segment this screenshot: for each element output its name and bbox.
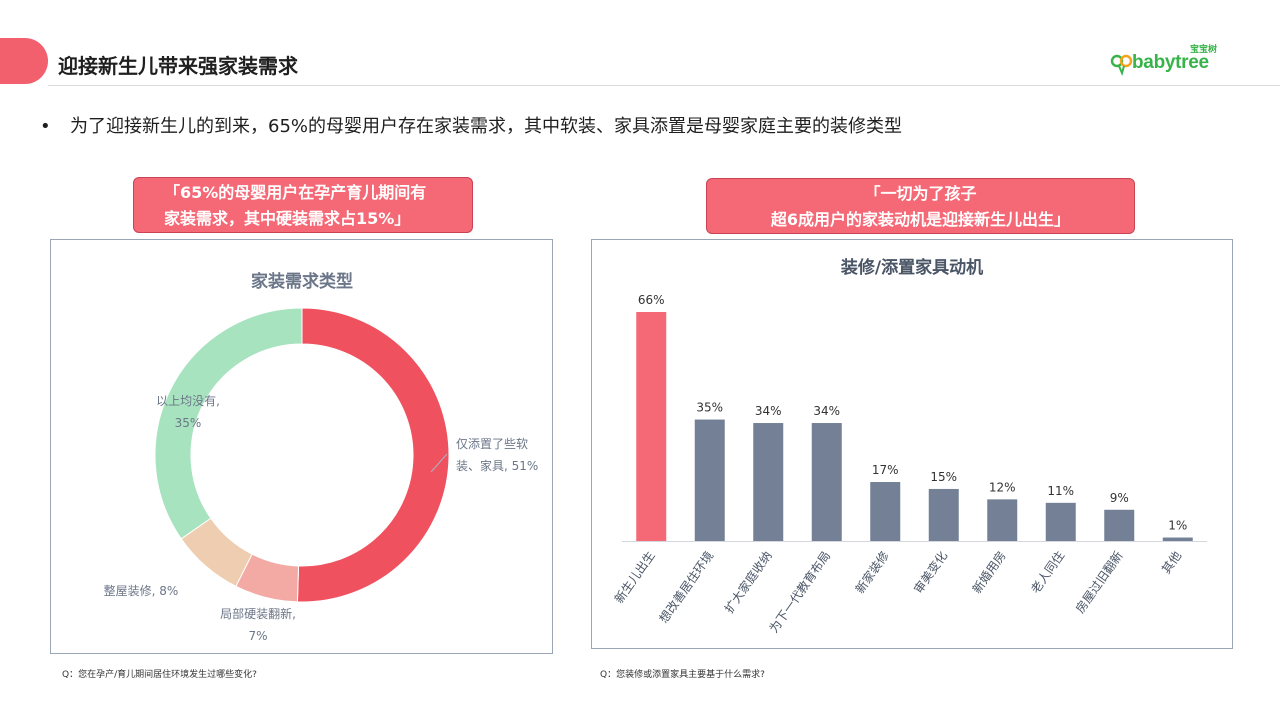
bar-data-label: 34%	[755, 404, 782, 418]
bar-category-label: 新生儿出生	[611, 548, 658, 606]
bar-category-label: 房屋过旧翻新	[1072, 548, 1126, 616]
question-left: Q：您在孕产/育儿期间居住环境发生过哪些变化?	[62, 670, 257, 680]
callout-left-line-1: 「65%的母婴用户在孕产育儿期间有	[164, 183, 427, 202]
bar-data-label: 9%	[1110, 491, 1129, 505]
babytree-logo: babytree 宝宝树	[1110, 45, 1220, 78]
title-divider	[48, 85, 1280, 86]
summary-bullet: • 为了迎接新生儿的到来，65%的母婴用户存在家装需求，其中软装、家具添置是母婴家…	[40, 112, 902, 138]
bar-category-label: 老人同住	[1028, 549, 1067, 596]
bar	[1045, 502, 1076, 541]
callout-right-line-2: 超6成用户的家装动机是迎接新生儿出生」	[770, 210, 1071, 229]
bar-category-label: 为下一代教育布局	[766, 548, 833, 635]
bar-data-label: 34%	[813, 404, 840, 418]
summary-text: 为了迎接新生儿的到来，65%的母婴用户存在家装需求，其中软装、家具添置是母婴家庭…	[70, 116, 903, 137]
bar-data-label: 12%	[989, 480, 1016, 494]
bar-category-label: 新家装修	[852, 548, 892, 596]
bar	[1162, 537, 1193, 541]
donut-slice	[296, 307, 450, 603]
donut-title: 家装需求类型	[251, 271, 353, 292]
donut-data-label: 仅添置了些软装、家具, 51%	[456, 437, 538, 473]
bar-data-label: 66%	[638, 293, 665, 307]
bar-category-label: 想改善居住环境	[656, 548, 716, 625]
bar	[811, 423, 842, 541]
bar	[753, 423, 784, 541]
bar	[870, 482, 901, 541]
logo-subtext: 宝宝树	[1190, 45, 1218, 55]
bar	[928, 488, 959, 541]
bar-data-label: 17%	[872, 463, 899, 477]
bar-chart-panel: 装修/添置家具动机 66% 新生儿出生 35% 想改善居住环境 34% 扩大家庭收纳 34% 为…	[591, 239, 1233, 649]
callout-left: 「65%的母婴用户在孕产育儿期间有 家装需求，其中硬装需求占15%」	[133, 177, 473, 233]
callout-right: 「一切为了孩子 超6成用户的家装动机是迎接新生儿出生」	[706, 178, 1135, 234]
bar-category-label: 扩大家庭收纳	[721, 548, 775, 616]
question-right: Q：您装修或添置家具主要基于什么需求?	[600, 670, 765, 680]
callout-right-line-1: 「一切为了孩子	[864, 184, 977, 203]
bar-data-label: 11%	[1047, 484, 1074, 498]
bar-chart: 装修/添置家具动机 66% 新生儿出生 35% 想改善居住环境 34% 扩大家庭收纳 34% 为…	[611, 257, 1207, 635]
bullet-dot-icon: •	[40, 116, 51, 137]
bar-category-label: 审美变化	[910, 548, 950, 596]
logo-icon	[1110, 54, 1133, 76]
bar-data-label: 15%	[930, 470, 957, 484]
logo-text: babytree	[1132, 52, 1209, 73]
title-accent-tab	[0, 38, 48, 84]
bar-category-label: 其他	[1159, 549, 1184, 577]
donut-leader-line	[430, 453, 448, 473]
bar-data-label: 1%	[1168, 519, 1187, 533]
donut-slice	[154, 307, 303, 540]
donut-chart-panel: 家装需求类型仅添置了些软装、家具, 51% 局部硬装翻新, 7% 整屋装修, 8% 以上…	[50, 239, 553, 654]
bar	[694, 419, 725, 541]
bar-category-label: 新婚用房	[969, 548, 1009, 596]
callout-left-line-2: 家装需求，其中硬装需求占15%」	[164, 209, 411, 228]
bar-chart-title: 装修/添置家具动机	[840, 257, 983, 278]
bar-data-label: 35%	[696, 401, 723, 415]
donut-data-label: 以上均没有, 35%	[156, 393, 220, 430]
page-title: 迎接新生儿带来强家装需求	[58, 54, 298, 78]
bar	[987, 499, 1018, 541]
bar	[636, 312, 667, 541]
bar	[1104, 509, 1135, 541]
donut-data-label: 整屋装修, 8%	[104, 583, 179, 598]
donut-data-label: 局部硬装翻新, 7%	[220, 606, 296, 643]
